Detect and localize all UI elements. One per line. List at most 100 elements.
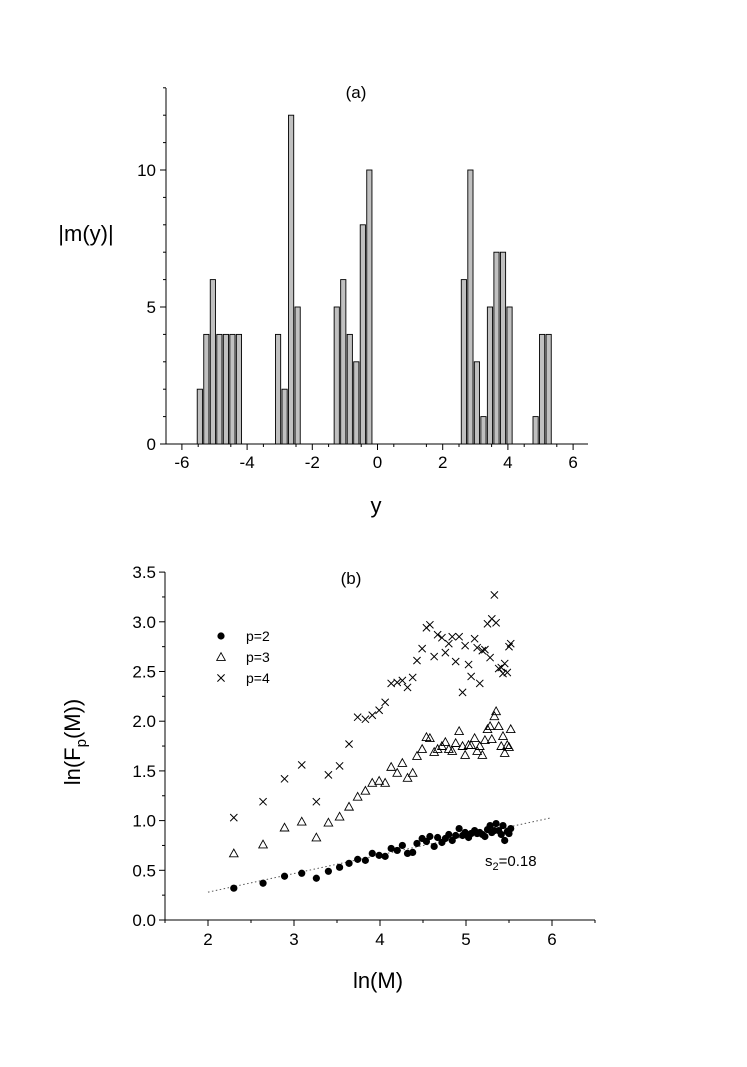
data-point	[381, 698, 390, 707]
panel-b-ytick-label: 3.0	[132, 613, 156, 632]
series-p4	[229, 591, 515, 822]
data-point	[368, 711, 377, 720]
panel-a-ytick-label: 0	[147, 435, 156, 454]
panel-a-ylabel: |m(y)|	[58, 221, 113, 246]
data-point	[397, 757, 408, 767]
data-point	[479, 734, 490, 744]
data-point	[501, 836, 509, 845]
data-point	[458, 688, 467, 697]
data-point	[411, 750, 423, 760]
panel-a-bar	[340, 279, 347, 445]
data-point	[480, 645, 489, 654]
panel-b-xtick-label: 6	[547, 930, 556, 949]
panel-a-bar	[346, 333, 353, 445]
data-point	[280, 774, 289, 783]
data-point	[455, 632, 464, 641]
data-point	[402, 772, 413, 782]
panel-a-bar	[281, 388, 288, 445]
data-point	[413, 656, 421, 665]
panel-a-bar	[359, 224, 366, 445]
data-point	[482, 723, 493, 734]
data-point	[375, 851, 383, 859]
panel-a-xlabel: y	[371, 493, 382, 518]
data-point	[375, 706, 384, 715]
data-point	[381, 852, 389, 860]
data-point	[398, 676, 407, 685]
data-point	[485, 720, 496, 731]
slope-annotation: s2=0.18	[485, 853, 537, 873]
panel-a-bar	[467, 169, 474, 445]
data-point	[424, 732, 435, 742]
data-point	[380, 777, 391, 787]
data-point	[324, 867, 332, 875]
data-point	[478, 646, 487, 655]
panel-a-ytick-label: 5	[147, 298, 156, 317]
data-point	[472, 745, 483, 755]
data-point	[464, 660, 473, 669]
panel-a-label: (a)	[346, 83, 367, 102]
panel-a: (a) |m(y)| y -6 -4 -2 0 2 4 6 0 5 10	[58, 83, 588, 518]
data-point	[491, 706, 502, 716]
panel-a-bar	[532, 416, 539, 445]
panel-a-ytick-label: 10	[137, 161, 156, 180]
data-point	[361, 715, 370, 724]
panel-a-bar	[333, 306, 340, 445]
panel-b-xtick-label: 3	[289, 930, 298, 949]
ylabel-prefix: ln(F	[60, 747, 85, 785]
data-point	[489, 711, 500, 721]
panel-a-xtick-label: -2	[305, 453, 320, 472]
panel-a-bar	[499, 251, 507, 445]
ylabel-suffix: (M))	[60, 699, 85, 739]
data-point	[335, 761, 344, 770]
legend-label: p=3	[246, 649, 270, 665]
data-point	[368, 849, 376, 858]
data-point	[279, 822, 290, 832]
data-point	[466, 739, 477, 749]
data-point	[392, 767, 403, 777]
panel-b-ytick-label: 3.5	[132, 563, 156, 582]
data-point	[497, 830, 505, 839]
data-point	[280, 872, 289, 880]
data-point	[470, 634, 479, 643]
panel-b-ytick-label: 1.0	[132, 812, 156, 831]
data-point	[387, 844, 395, 853]
data-point	[506, 639, 515, 648]
data-point	[499, 821, 507, 830]
panel-a-xtick-label: 0	[373, 453, 382, 472]
panel-b-ytick-label: 2.0	[132, 712, 156, 731]
data-point	[352, 791, 363, 801]
panel-a-bar	[366, 169, 373, 445]
data-point	[499, 747, 510, 757]
panel-a-bar	[539, 333, 546, 445]
data-point	[503, 668, 512, 677]
data-point	[448, 632, 457, 641]
data-point	[450, 737, 461, 747]
data-point	[430, 652, 439, 661]
data-point	[475, 679, 484, 688]
data-point	[486, 733, 497, 743]
data-point	[229, 813, 238, 822]
legend-label: p=4	[246, 670, 270, 686]
panel-a-xtick-label: -6	[174, 453, 189, 472]
legend: p=2 p=3 p=4	[215, 628, 270, 686]
data-point	[257, 839, 269, 849]
data-point	[312, 797, 321, 806]
data-point	[259, 879, 267, 887]
data-point	[361, 856, 369, 864]
panel-a-bar	[288, 114, 295, 445]
panel-b-label: (b)	[341, 569, 362, 588]
legend-marker	[215, 651, 227, 661]
data-point	[492, 819, 500, 828]
data-point	[505, 723, 516, 734]
panel-b-ytick-label: 1.5	[132, 762, 156, 781]
data-point	[490, 591, 499, 599]
data-point	[426, 832, 434, 841]
data-point	[324, 770, 333, 779]
data-point	[440, 736, 451, 746]
data-point	[413, 839, 421, 848]
panel-b-ytick-label: 0.0	[132, 911, 156, 930]
panel-a-bar	[486, 306, 494, 445]
panel-a-xtick-label: -4	[240, 453, 255, 472]
panel-b: (b) ln(Fp(M)) ln(M) s2=0.18 2 3 4 5 6 0.0 0.5 1…	[60, 563, 596, 993]
